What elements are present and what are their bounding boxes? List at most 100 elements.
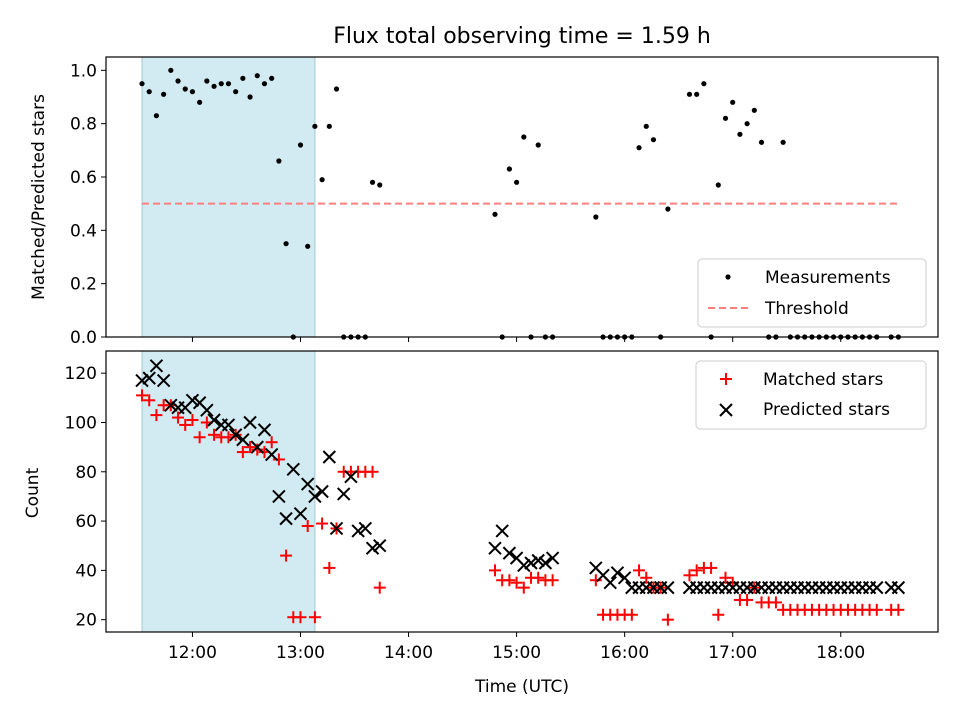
matched-star-point bbox=[316, 517, 329, 530]
x-stroke-b bbox=[337, 487, 351, 501]
x-stroke-b bbox=[344, 470, 358, 484]
ratio-legend: Measurements Threshold bbox=[697, 258, 927, 328]
x-stroke-b bbox=[509, 551, 524, 565]
measurement-point bbox=[686, 91, 693, 97]
measurement-point bbox=[513, 179, 520, 185]
measurement-point bbox=[139, 81, 145, 87]
predicted-star-point bbox=[221, 418, 236, 432]
y-tick-label: 0.0 bbox=[70, 328, 97, 348]
x-stroke-b bbox=[250, 440, 264, 454]
x-stroke-b bbox=[142, 371, 156, 385]
matched-star-point bbox=[150, 409, 163, 422]
predicted-star-point bbox=[250, 440, 264, 454]
matched-star-point bbox=[373, 581, 386, 594]
predicted-star-point bbox=[337, 487, 351, 501]
matched-star-point bbox=[136, 389, 149, 402]
predicted-star-point bbox=[236, 433, 250, 447]
measurement-point bbox=[204, 78, 210, 84]
measurement-point bbox=[694, 91, 700, 97]
x-stroke-b bbox=[286, 462, 300, 477]
matched-star-point bbox=[633, 564, 646, 577]
x-stroke-b bbox=[308, 489, 322, 504]
matched-star-point bbox=[366, 465, 379, 478]
x-stroke-b bbox=[538, 556, 553, 570]
y-axis-label-count: Count bbox=[23, 467, 43, 518]
count-legend: Matched stars Predicted stars bbox=[695, 360, 927, 430]
predicted-star-point bbox=[531, 553, 545, 568]
legend-marker-predicted bbox=[719, 403, 733, 417]
measurement-point bbox=[283, 241, 289, 247]
predicted-star-point bbox=[308, 489, 322, 504]
predicted-star-point bbox=[257, 423, 272, 437]
x-tick-label: 17:00 bbox=[708, 643, 757, 663]
matched-star-point bbox=[294, 611, 307, 624]
x-stroke-b bbox=[272, 489, 286, 504]
measurement-point bbox=[369, 179, 376, 185]
predicted-star-point bbox=[142, 371, 156, 385]
matched-star-point bbox=[301, 520, 314, 533]
x-stroke-b bbox=[603, 575, 617, 590]
matched-star-point bbox=[683, 569, 696, 582]
x-tick-label: 12:00 bbox=[168, 643, 217, 663]
predicted-star-point bbox=[373, 539, 387, 553]
predicted-star-point bbox=[329, 521, 344, 536]
measurement-point bbox=[636, 145, 642, 151]
y-tick-label: 80 bbox=[75, 463, 97, 483]
x-stroke-b bbox=[279, 511, 293, 526]
matched-star-point bbox=[244, 441, 257, 454]
legend-marker-measurements bbox=[725, 274, 731, 280]
predicted-stars-series bbox=[135, 359, 906, 595]
measurement-point bbox=[146, 89, 152, 95]
x-stroke-b bbox=[221, 418, 236, 432]
measurement-point bbox=[751, 107, 757, 113]
legend-label-predicted: Predicted stars bbox=[763, 400, 890, 420]
predicted-star-point bbox=[135, 373, 149, 388]
x-ticks: 12:00 13:00 14:00 15:00 16:00 17:00 18:00 bbox=[168, 632, 865, 663]
predicted-star-point bbox=[300, 477, 315, 491]
matched-star-point bbox=[488, 564, 501, 577]
measurement-point bbox=[189, 89, 196, 95]
x-stroke-b bbox=[135, 373, 149, 388]
x-axis-label: Time (UTC) bbox=[474, 677, 569, 697]
x-stroke-b bbox=[293, 506, 308, 521]
measurement-point bbox=[261, 81, 268, 87]
x-stroke-b bbox=[264, 447, 279, 462]
x-tick-label: 16:00 bbox=[600, 643, 649, 663]
measurement-point bbox=[240, 75, 246, 81]
y-tick-label: 0.8 bbox=[70, 115, 97, 135]
x-stroke-b bbox=[589, 561, 603, 575]
matched-star-point bbox=[546, 574, 559, 587]
matched-star-point bbox=[236, 446, 249, 459]
x-stroke-b bbox=[207, 413, 221, 427]
matched-star-point bbox=[510, 576, 523, 589]
matched-star-point bbox=[308, 611, 321, 624]
shade-rect-bottom bbox=[141, 350, 316, 633]
predicted-star-point bbox=[891, 580, 906, 595]
matched-star-point bbox=[625, 608, 638, 621]
measurement-point bbox=[254, 73, 260, 79]
matched-star-point bbox=[208, 428, 221, 441]
matched-star-point bbox=[280, 549, 293, 562]
y-axis-label-ratio: Matched/Predicted stars bbox=[29, 94, 49, 300]
measurement-point bbox=[650, 137, 657, 143]
matched-stars-series bbox=[136, 389, 905, 626]
predicted-star-point bbox=[545, 551, 560, 565]
predicted-star-point bbox=[279, 511, 293, 526]
predicted-star-point bbox=[502, 546, 517, 560]
y-ticks-count: 20 40 60 80 100 120 bbox=[65, 364, 106, 631]
x-stroke-b bbox=[661, 580, 675, 595]
ratio-panel: Flux total observing time = 1.59 h Match… bbox=[29, 24, 939, 348]
y-tick-label: 1.0 bbox=[70, 61, 97, 81]
legend-label-matched: Matched stars bbox=[763, 370, 883, 390]
measurement-point bbox=[737, 131, 743, 137]
x-stroke-b bbox=[300, 477, 315, 491]
matched-star-point bbox=[640, 571, 653, 584]
legend-label-threshold: Threshold bbox=[764, 299, 849, 319]
y-tick-label: 0.4 bbox=[70, 221, 97, 241]
predicted-star-point bbox=[293, 506, 308, 521]
predicted-star-point bbox=[207, 413, 221, 427]
x-ticks-top bbox=[191, 337, 842, 342]
matched-star-point bbox=[272, 453, 285, 466]
x-stroke-b bbox=[502, 546, 517, 560]
